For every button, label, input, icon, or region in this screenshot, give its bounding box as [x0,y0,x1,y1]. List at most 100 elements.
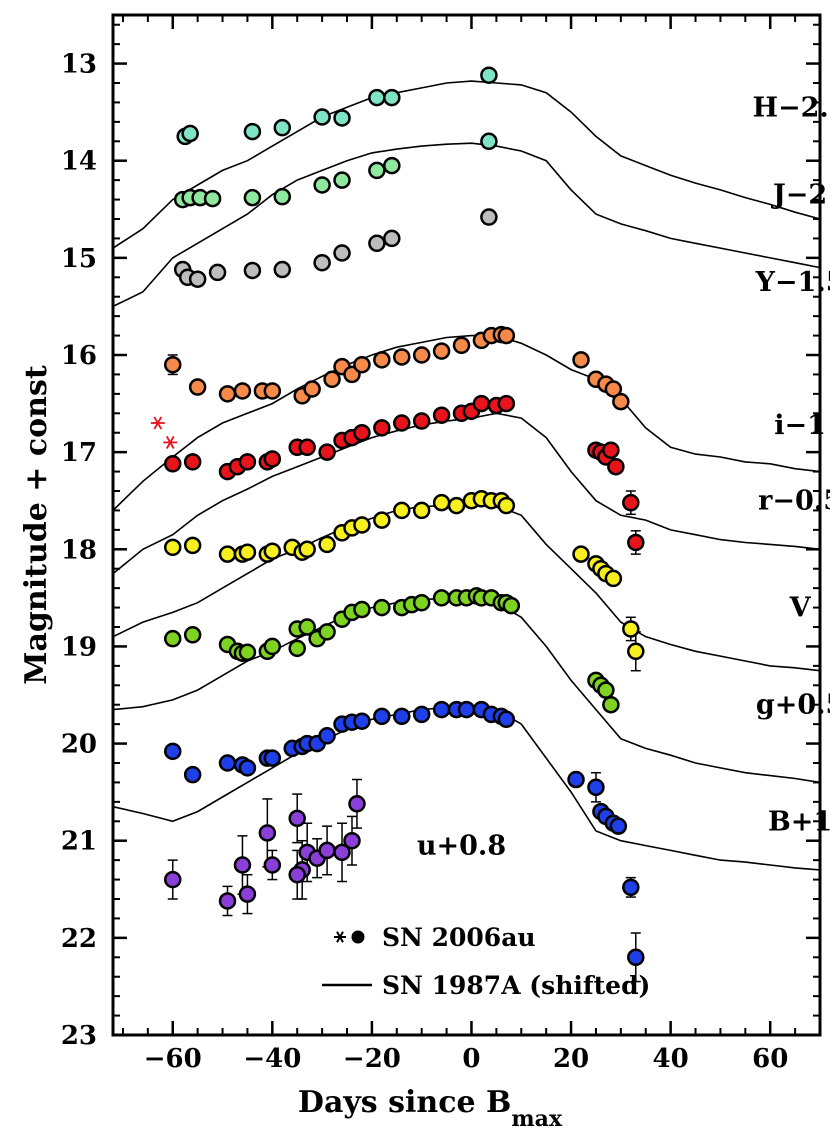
data-point [412,593,431,612]
y-tick-label: 21 [61,827,97,857]
data-point [273,118,292,137]
data-point [604,569,623,588]
data-point [383,229,401,248]
data-point [333,843,351,862]
data-point [323,370,341,389]
data-point [353,712,371,730]
data-point [348,795,366,813]
data-point [163,538,182,557]
data-point [412,705,431,724]
data-point [622,878,640,897]
data-point [238,543,257,561]
data-point [597,681,615,699]
plot-frame [111,13,822,1037]
data-point [333,109,351,127]
data-point [393,707,411,726]
data-point [318,623,336,641]
data-point [627,533,645,552]
legend: SN 2006au SN 1987A (shifted) [322,923,650,1000]
data-point [602,441,620,459]
data-point [188,378,207,396]
data-point [373,511,391,529]
data-point [288,639,306,658]
data-point [609,817,628,835]
band-label: V [789,593,812,624]
y-tick-label: 13 [61,50,97,80]
band-label: r−0.5 [758,486,830,517]
model-curve-r−0.5 [112,412,821,575]
x-tick-label: 20 [553,1044,589,1074]
data-point [233,856,252,874]
y-axis-title: Magnitude + const [19,365,54,685]
data-point [502,596,521,615]
data-point [497,710,516,729]
x-tick-label: −20 [343,1044,401,1074]
data-point [353,423,371,442]
data-point [163,629,182,648]
data-point [313,253,331,272]
data-point [604,380,623,398]
data-point [313,108,331,126]
band-label: Y−1.5 [755,267,830,298]
data-point [452,336,471,355]
asterisk-stroke [165,435,175,449]
data-point [567,770,585,789]
asterisk-stroke [153,416,163,430]
data-point [298,618,316,636]
data-point [627,948,645,967]
data-point [368,88,386,107]
data-point [373,351,391,369]
y-tick-label: 20 [61,730,97,760]
band-label: g+0.5 [756,690,830,721]
y-tick-label: 23 [61,1021,97,1051]
model-curve-J−2 [112,142,821,308]
data-point [263,382,282,400]
y-tick-label: 22 [61,924,97,954]
data-point [288,809,306,828]
data-point [472,394,491,413]
data-point [163,355,182,374]
data-point [313,176,331,194]
data-point [368,234,386,253]
data-point [263,450,282,468]
data-point [412,501,431,520]
band-labels: H−2.5 J−2 Y−1.5 i−1 r−0.5 Vg+0.5 B+1 u+0.8 [417,92,830,861]
band-label: u+0.8 [417,831,506,862]
data-point [273,260,292,279]
data-point [318,535,336,554]
data-point [333,171,351,189]
data-point [298,540,316,559]
data-point [353,355,371,374]
data-point [183,536,202,555]
data-point [258,824,277,842]
model-curve-g+0.5 [112,597,821,784]
data-points [150,66,645,967]
data-point [203,189,222,208]
data-point [393,501,411,520]
data-point [243,188,262,207]
legend-label-sn1987a: SN 1987A (shifted) [382,971,650,1000]
data-point [480,132,498,151]
y-tick-label: 17 [61,438,97,468]
data-point [383,88,401,107]
data-point [183,626,202,644]
data-point [497,496,516,515]
data-point [263,856,282,874]
x-tick-label: −60 [144,1044,202,1074]
data-point [183,765,202,784]
y-tick-label: 15 [61,244,97,274]
asterisk-point [163,435,178,449]
data-point [587,778,605,797]
asterisk-point [150,416,165,430]
data-point [432,493,451,512]
data-point [393,348,411,366]
data-point [627,642,645,661]
data-point [183,453,202,471]
data-point [298,438,316,457]
data-point [457,700,476,719]
data-point [238,453,257,471]
data-point [238,643,257,662]
data-point [353,516,371,534]
data-point [303,380,321,398]
data-point [263,637,282,656]
